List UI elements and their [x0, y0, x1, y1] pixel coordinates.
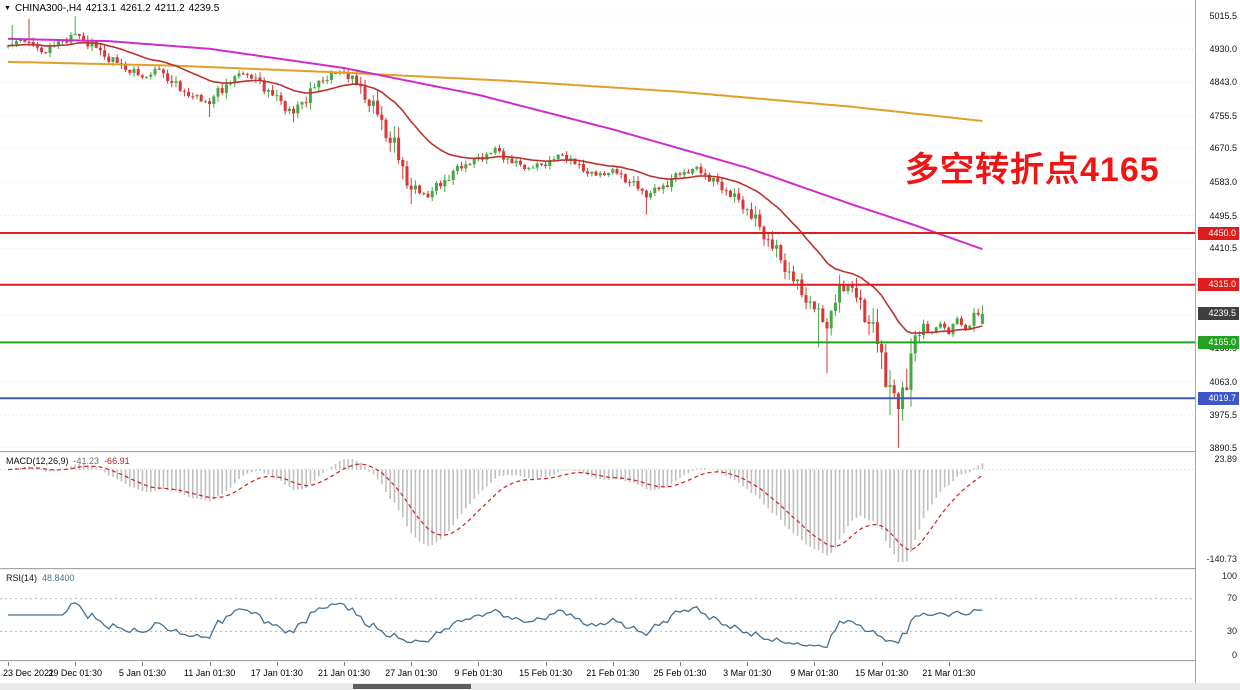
ohlc-high: 4261.2: [120, 3, 151, 14]
rsi-scale-100: 100: [1221, 571, 1237, 581]
time-tick: [344, 662, 345, 666]
rsi-panel[interactable]: RSI(14) 48.8400: [0, 570, 1195, 660]
candlestick-chart: [0, 15, 1195, 449]
price-tick-4583.0: 4583.0: [1209, 176, 1237, 187]
price-scale[interactable]: 23.89 -140.73 100 70 30 0 5015.5 4930.0 48…: [1195, 0, 1240, 683]
time-tick: [142, 662, 144, 666]
annotation-text[interactable]: 多空转折点4165: [905, 151, 1160, 189]
price-tick-4495.5: 4495.5: [1209, 210, 1237, 221]
ma-line-slow-orange[interactable]: [7, 60, 983, 122]
ma-line-mid-magenta[interactable]: [7, 37, 983, 251]
time-label-5: 21 Jan 01:30: [317, 668, 371, 678]
scrollbar-thumb[interactable]: [353, 684, 471, 689]
macd-label: MACD(12,26,9) -41.23 -66.91: [6, 456, 135, 466]
price-tick-4930.0: 4930.0: [1209, 43, 1237, 54]
macd-panel[interactable]: MACD(12,26,9) -41.23 -66.91: [0, 453, 1195, 568]
time-tick: [209, 662, 211, 666]
ohlc-low: 4211.2: [154, 3, 185, 14]
rsi-chart: [0, 598, 1195, 649]
time-label-6: 27 Jan 01:30: [385, 668, 438, 678]
gridlines: [0, 15, 1195, 449]
time-tick: [75, 662, 77, 666]
macd-scale-max: 23.89: [1214, 454, 1237, 464]
price-badge-4019.7: 4019.7: [1198, 391, 1239, 405]
time-label-4: 17 Jan 01:30: [250, 668, 303, 678]
rsi-value: 48.8400: [42, 573, 75, 583]
macd-value-main: -41.23: [73, 456, 100, 466]
time-axis[interactable]: 23 Dec 2021 29 Dec 01:30 5 Jan 01:30 11 Jan…: [0, 662, 1195, 682]
price-tick-4755.5: 4755.5: [1209, 110, 1237, 121]
time-tick: [747, 662, 749, 666]
rsi-label: RSI(14) 48.8400: [6, 573, 80, 583]
price-tick-4670.5: 4670.5: [1209, 143, 1237, 154]
time-tick: [478, 662, 480, 666]
macd-histogram: [11, 459, 984, 562]
price-tick-5015.5: 5015.5: [1209, 11, 1237, 21]
time-axis-separator: [0, 660, 1240, 661]
time-tick: [276, 662, 278, 666]
time-label-8: 15 Feb 01:30: [519, 668, 573, 678]
macd-chart: [0, 459, 1195, 562]
price-badge-4165.0: 4165.0: [1198, 335, 1239, 349]
time-label-13: 15 Mar 01:30: [855, 668, 909, 678]
time-label-0: 23 Dec 2021: [3, 668, 55, 678]
time-tick: [612, 662, 614, 666]
time-label-9: 21 Feb 01:30: [586, 668, 640, 678]
time-tick: [948, 662, 950, 666]
price-tick-3975.5: 3975.5: [1209, 410, 1237, 421]
time-label-3: 11 Jan 01:30: [183, 668, 236, 678]
ohlc-open: 4213.1: [85, 3, 117, 14]
rsi-name: RSI(14): [6, 573, 38, 583]
time-tick: [881, 662, 883, 666]
rsi-line: [8, 602, 983, 649]
time-tick: [814, 662, 816, 666]
candles: [6, 16, 984, 448]
time-label-10: 25 Feb 01:30: [653, 668, 707, 678]
time-label-12: 9 Mar 01:30: [790, 668, 839, 678]
price-badge-4450.0: 4450.0: [1198, 226, 1239, 240]
price-badge-4239.5: 4239.5: [1198, 307, 1239, 321]
time-label-11: 3 Mar 01:30: [723, 668, 772, 678]
price-tick-3890.5: 3890.5: [1209, 442, 1237, 453]
price-tick-4843.0: 4843.0: [1209, 77, 1237, 88]
rsi-scale-70: 70: [1226, 593, 1237, 603]
time-label-14: 21 Mar 01:30: [922, 668, 976, 678]
time-label-7: 9 Feb 01:30: [454, 668, 503, 678]
rsi-scale-30: 30: [1226, 626, 1237, 636]
time-label-1: 29 Dec 01:30: [48, 668, 102, 678]
macd-signal-line: [7, 463, 983, 551]
panel-separator-macd[interactable]: [0, 451, 1240, 452]
chart-dropdown-icon[interactable]: ▼: [4, 5, 11, 12]
price-tick-4063.0: 4063.0: [1209, 376, 1237, 387]
time-tick: [8, 662, 9, 666]
ohlc-close: 4239.5: [188, 3, 220, 14]
time-tick: [680, 662, 681, 666]
price-tick-4410.5: 4410.5: [1209, 243, 1237, 254]
ma-line-fast-red[interactable]: [7, 41, 983, 335]
time-label-2: 5 Jan 01:30: [118, 668, 166, 678]
macd-name: MACD(12,26,9): [6, 456, 69, 466]
time-tick: [411, 662, 413, 666]
symbol-period-label: CHINA300-,H4: [14, 3, 82, 14]
macd-value-signal: -66.91: [104, 456, 130, 466]
horizontal-scrollbar[interactable]: [0, 683, 1240, 690]
time-tick: [545, 662, 547, 666]
price-badge-4315.0: 4315.0: [1198, 278, 1239, 292]
rsi-scale-0: 0: [1231, 650, 1237, 660]
symbol-info: ▼ CHINA300-,H4 4213.1 4261.2 4211.2 4239.5: [4, 3, 223, 14]
panel-separator-rsi[interactable]: [0, 568, 1240, 569]
macd-scale-min: -140.73: [1206, 554, 1237, 564]
main-chart-panel[interactable]: ▼ CHINA300-,H4 4213.1 4261.2 4211.2 4239.5 多空…: [0, 0, 1195, 451]
